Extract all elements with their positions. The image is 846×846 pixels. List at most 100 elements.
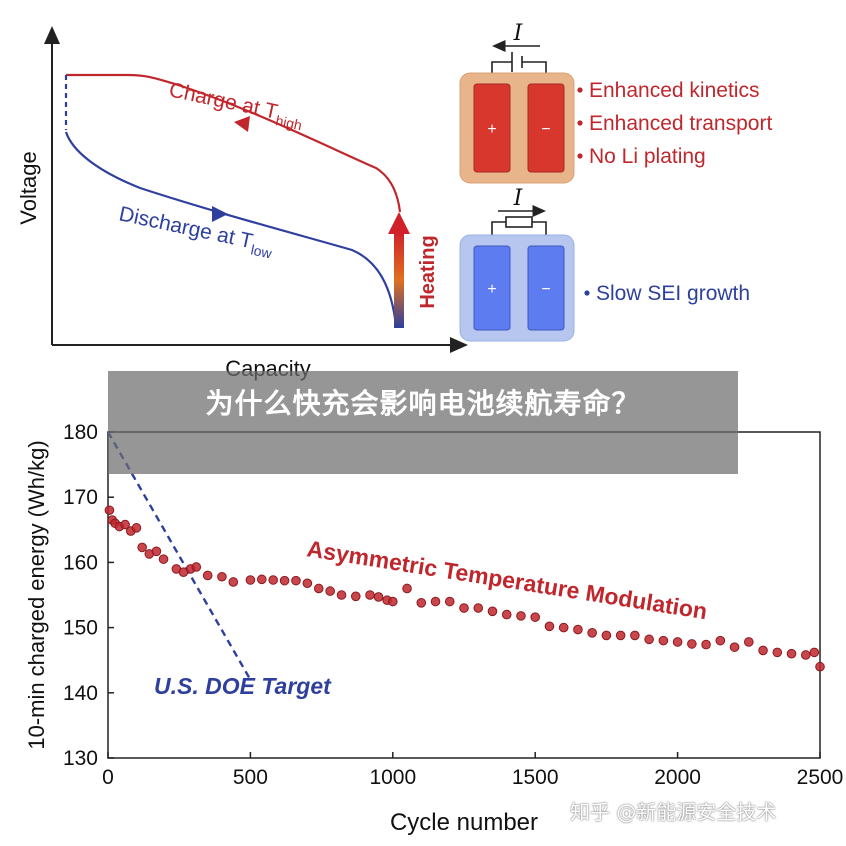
cell-positive-1 bbox=[473, 83, 511, 173]
atm-data-point bbox=[587, 628, 597, 638]
heating-arrow-shaft bbox=[394, 232, 404, 328]
discharge-arrow-head bbox=[212, 206, 228, 222]
atm-data-point bbox=[202, 570, 213, 581]
resistor-2 bbox=[505, 216, 533, 228]
bullet-dot bbox=[577, 87, 583, 93]
atm-data-point bbox=[256, 574, 267, 585]
atm-data-point bbox=[104, 505, 115, 516]
y-tick-label: 160 bbox=[63, 551, 98, 574]
atm-data-point bbox=[672, 637, 683, 647]
x-ticks: 0 500 1000 1500 2000 2500 bbox=[102, 752, 843, 789]
x-tick-label: 1000 bbox=[369, 766, 416, 789]
atm-data-point bbox=[245, 575, 256, 585]
atm-data-point bbox=[217, 571, 227, 582]
watermark: 知乎 @新能源安全技术 bbox=[570, 800, 777, 824]
atm-data-point bbox=[658, 635, 669, 646]
atm-data-point bbox=[687, 639, 697, 649]
atm-data-point bbox=[501, 609, 512, 620]
atm-data-point bbox=[473, 603, 484, 613]
atm-data-point bbox=[815, 661, 825, 672]
atm-data-point bbox=[701, 639, 711, 650]
heating-arrow-head bbox=[388, 212, 410, 234]
atm-data-point bbox=[191, 562, 202, 572]
atm-data-point bbox=[151, 546, 162, 557]
discharge-label-sub: low bbox=[249, 241, 274, 261]
atm-data-point bbox=[268, 575, 278, 585]
atm-data-point bbox=[137, 542, 147, 553]
x-tick-label: 2000 bbox=[654, 766, 701, 789]
cell-negative-1 bbox=[527, 83, 565, 173]
charge-curve bbox=[66, 73, 402, 213]
atm-data-point bbox=[416, 598, 427, 608]
atm-data-point bbox=[516, 611, 526, 621]
doe-target-label: U.S. DOE Target bbox=[154, 673, 332, 699]
charge-label-sub: high bbox=[274, 112, 303, 133]
plot-frame bbox=[107, 431, 821, 759]
x-tick-label: 0 bbox=[102, 766, 114, 789]
atm-data-point bbox=[744, 637, 754, 647]
y-tick-label: 140 bbox=[63, 682, 98, 705]
bullet-text: No Li plating bbox=[589, 145, 706, 168]
bullet-text: Slow SEI growth bbox=[596, 282, 750, 305]
y-tick-label: 170 bbox=[63, 486, 98, 509]
charge-label: Charge at Thigh bbox=[166, 78, 306, 133]
minus-sign-2: − bbox=[541, 281, 550, 298]
x-tick-label: 500 bbox=[233, 766, 268, 789]
heating-label: Heating bbox=[417, 235, 439, 308]
atm-data-point bbox=[544, 621, 555, 632]
bullet-dot bbox=[584, 290, 590, 296]
atm-data-point bbox=[228, 577, 239, 587]
atm-data-point bbox=[365, 590, 375, 600]
x-axis-label: Cycle number bbox=[390, 809, 538, 836]
atm-data-point bbox=[120, 519, 130, 530]
high-temp-cell-panel: I + − Enhanced kinetics Enhanced transpo… bbox=[459, 21, 772, 184]
atm-data-point bbox=[336, 590, 347, 600]
atm-data-point bbox=[279, 575, 290, 586]
current-label-1: I bbox=[513, 21, 524, 46]
cell-positive-2 bbox=[473, 245, 511, 331]
bullet-text: Enhanced kinetics bbox=[589, 79, 759, 102]
voltage-capacity-schematic: Voltage Capacity Charge at Thigh Dischar… bbox=[16, 26, 468, 381]
atm-data-point bbox=[601, 630, 612, 641]
bullet-text: Enhanced transport bbox=[589, 112, 772, 135]
bullet-list-1: Enhanced kinetics Enhanced transport No … bbox=[577, 79, 772, 168]
atm-data-point bbox=[800, 650, 811, 660]
atm-data-point bbox=[302, 578, 313, 589]
atm-data-point bbox=[373, 592, 384, 602]
atm-data-point bbox=[487, 606, 498, 617]
cell-negative-2 bbox=[527, 245, 565, 331]
atm-data-point bbox=[615, 630, 626, 641]
atm-data-point bbox=[530, 612, 541, 622]
x-tick-label: 1500 bbox=[512, 766, 559, 789]
atm-data-point bbox=[325, 586, 335, 596]
atm-data-point bbox=[388, 596, 398, 607]
plus-sign-2: + bbox=[487, 281, 496, 298]
atm-data-point bbox=[158, 554, 169, 564]
x-tick-label: 2500 bbox=[797, 766, 844, 789]
bullet-dot bbox=[577, 120, 583, 126]
y-tick-label: 130 bbox=[63, 747, 98, 770]
atm-data-point bbox=[291, 575, 301, 586]
atm-data-point bbox=[430, 596, 441, 607]
atm-data-point bbox=[772, 647, 783, 658]
atm-data-point bbox=[644, 634, 654, 645]
discharge-label: Discharge at Tlow bbox=[116, 202, 276, 261]
atm-data-point bbox=[402, 583, 412, 594]
atm-data-point bbox=[558, 622, 569, 633]
minus-sign-1: − bbox=[541, 121, 550, 138]
y-tick-label: 150 bbox=[63, 617, 98, 640]
charge-label-text: Charge at T bbox=[167, 78, 280, 124]
low-temp-cell-panel: I + − Slow SEI growth bbox=[459, 186, 750, 342]
atm-data-point bbox=[350, 591, 361, 602]
title-overlay-banner: 为什么快充会影响电池续航寿命？ bbox=[108, 371, 738, 474]
atm-data-point bbox=[729, 642, 740, 652]
atm-data-point bbox=[313, 583, 324, 594]
atm-data-point bbox=[573, 624, 583, 635]
atm-data-point bbox=[715, 635, 726, 646]
y-ticks: 130 140 150 160 170 180 bbox=[63, 421, 114, 770]
voltage-axis-label: Voltage bbox=[16, 151, 41, 224]
discharge-curve bbox=[64, 131, 398, 327]
plus-sign-1: + bbox=[487, 121, 496, 138]
